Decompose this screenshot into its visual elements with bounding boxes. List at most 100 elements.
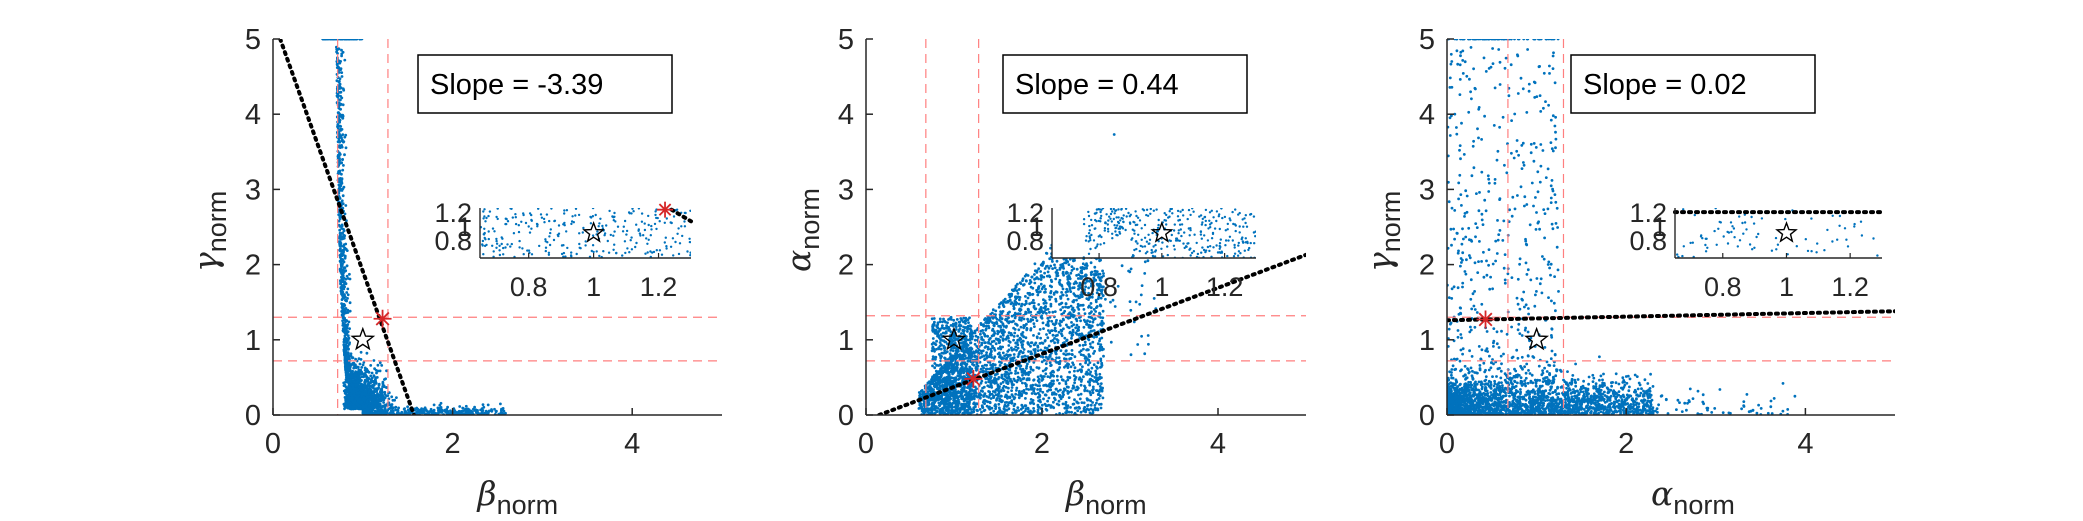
inset-data-point [596,230,599,233]
inset-data-point [549,228,552,231]
data-point [1014,369,1017,373]
data-point [1085,356,1088,360]
data-point [1072,292,1076,295]
data-point [343,212,347,216]
data-point [1087,408,1091,412]
data-point [338,259,342,263]
inset-data-point [544,246,548,249]
data-point [1063,261,1066,265]
inset-data-point [485,216,488,220]
inset-data-point [569,254,573,257]
data-point [1079,410,1083,414]
inset-data-point [612,234,615,237]
inset-data-point [552,238,556,242]
data-point [383,393,387,396]
data-point [348,301,352,305]
data-point [1065,364,1069,368]
data-point [330,39,333,41]
data-point [1056,389,1060,393]
inset-data-point [485,243,488,247]
data-point [1065,323,1068,327]
data-point [1077,393,1080,397]
data-point [387,407,391,411]
inset-data-point [622,225,625,228]
data-point [1077,312,1081,315]
data-point [1010,320,1014,324]
data-point [375,410,378,414]
data-point [990,311,994,315]
data-point [1054,299,1058,303]
inset-asterisk-marker [657,201,674,218]
data-point [1083,340,1087,344]
data-point [1016,378,1020,382]
data-point [370,371,374,375]
data-point [1044,372,1048,376]
data-point [1026,341,1030,344]
y-tick-label: 0 [245,400,261,432]
data-point [339,114,343,118]
inset-data-point [557,232,561,235]
data-point [1066,306,1070,309]
data-point [346,293,350,297]
data-point [342,266,346,269]
data-point [1038,311,1041,315]
data-point [982,395,985,398]
data-point [348,272,351,276]
data-point [1086,363,1090,367]
data-point [1012,377,1016,381]
data-point [1079,353,1083,356]
data-point [500,411,504,415]
data-point [991,390,995,393]
data-point [1050,379,1054,383]
inset-data-point [512,232,516,235]
data-point [1036,403,1040,407]
data-point [1085,389,1089,393]
data-point [998,354,1002,357]
inset-data-point [495,215,498,219]
data-point [1070,269,1074,272]
data-point [1044,362,1048,366]
data-point [355,383,359,387]
data-point [1077,377,1081,381]
data-point [342,185,346,189]
data-point [1081,365,1084,369]
data-point [1017,328,1021,332]
data-point [1041,390,1045,394]
data-point [1014,285,1018,289]
inset-data-point [563,209,566,212]
data-point [372,383,376,387]
data-point [1021,381,1024,385]
data-point [1045,265,1048,268]
data-point [996,332,1000,336]
data-point [1100,361,1104,365]
data-point [988,393,992,397]
inset-data-point [649,234,652,237]
inset-data-point [635,223,638,226]
data-points [321,39,507,415]
inset-data-point [591,215,595,218]
data-point [1042,302,1046,305]
data-point [1089,302,1093,305]
data-point [1029,328,1033,332]
inset-data-point [684,211,687,215]
data-point [1067,390,1071,394]
slope-box [417,54,673,114]
inset-data-point [498,253,502,257]
inset-data-point [481,239,485,243]
data-point [1082,375,1085,379]
data-point [1017,409,1021,412]
data-point [999,345,1002,349]
data-point [1010,314,1014,318]
inset-data-point [562,251,566,255]
inset-data-point [612,248,615,251]
data-point [983,392,987,396]
data-point [986,400,990,404]
data-point [1000,301,1003,304]
inset-data-point [595,250,598,253]
data-point [385,369,388,373]
inset-data-point [616,225,620,228]
data-point [1076,369,1080,373]
inset-data-point [521,247,524,250]
data-point [1058,395,1062,399]
data-point [347,320,351,324]
